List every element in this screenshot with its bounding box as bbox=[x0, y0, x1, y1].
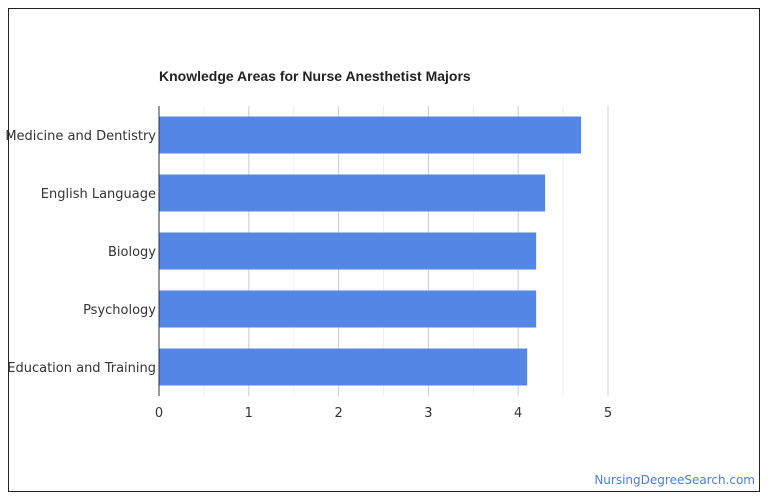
category-label: English Language bbox=[41, 187, 156, 202]
x-tick-label: 3 bbox=[424, 406, 432, 421]
bar[interactable] bbox=[159, 348, 528, 386]
x-tick-label: 2 bbox=[334, 406, 342, 421]
x-tick-label: 0 bbox=[155, 406, 163, 421]
category-label: Biology bbox=[108, 245, 156, 260]
bar[interactable] bbox=[159, 116, 582, 154]
category-label: Education and Training bbox=[7, 361, 156, 376]
category-label: Psychology bbox=[83, 303, 156, 318]
bar[interactable] bbox=[159, 290, 537, 328]
x-tick-label: 1 bbox=[245, 406, 253, 421]
x-tick-label: 5 bbox=[604, 406, 612, 421]
bar[interactable] bbox=[159, 174, 546, 212]
x-tick-labels: 0 1 2 3 4 5 bbox=[155, 406, 612, 421]
source-watermark[interactable]: NursingDegreeSearch.com bbox=[594, 473, 755, 487]
x-tick-label: 4 bbox=[514, 406, 522, 421]
bars bbox=[159, 116, 582, 386]
category-label: Medicine and Dentistry bbox=[5, 129, 156, 144]
chart-title: Knowledge Areas for Nurse Anesthetist Ma… bbox=[159, 68, 471, 84]
bar[interactable] bbox=[159, 232, 537, 270]
category-labels: Medicine and Dentistry English Language Bi… bbox=[5, 129, 156, 376]
